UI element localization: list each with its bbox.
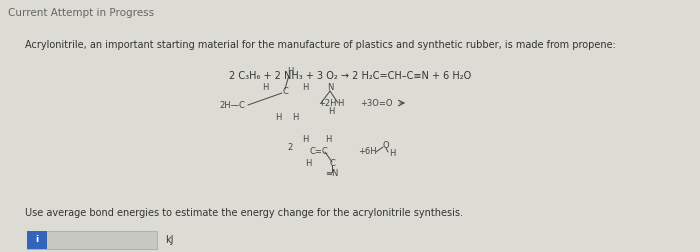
Text: +2H: +2H — [318, 99, 337, 108]
Text: 2 C₃H₆ + 2 NH₃ + 3 O₂ → 2 H₂C=CH–C≡N + 6 H₂O: 2 C₃H₆ + 2 NH₃ + 3 O₂ → 2 H₂C=CH–C≡N + 6… — [229, 71, 471, 81]
Text: H: H — [275, 113, 281, 122]
Text: H: H — [302, 83, 308, 92]
Text: H: H — [328, 108, 334, 116]
Text: 2H—C: 2H—C — [219, 101, 245, 110]
Text: kJ: kJ — [165, 235, 174, 245]
Text: +3O=O: +3O=O — [360, 99, 393, 108]
Text: +6H: +6H — [358, 147, 377, 156]
Bar — [27, 231, 47, 249]
Text: H: H — [337, 99, 343, 108]
Text: H: H — [325, 136, 331, 144]
Text: H: H — [262, 83, 268, 92]
Text: Use average bond energies to estimate the energy change for the acrylonitrile sy: Use average bond energies to estimate th… — [25, 208, 463, 218]
Text: ≡N: ≡N — [326, 170, 339, 178]
Text: Current Attempt in Progress: Current Attempt in Progress — [8, 8, 155, 18]
Text: C: C — [282, 87, 288, 97]
Text: O: O — [383, 141, 389, 149]
Text: H: H — [302, 136, 308, 144]
Text: H: H — [389, 148, 396, 158]
Bar — [27, 231, 157, 249]
Text: C: C — [329, 159, 335, 168]
Text: Acrylonitrile, an important starting material for the manufacture of plastics an: Acrylonitrile, an important starting mat… — [25, 40, 616, 50]
Text: H: H — [287, 68, 293, 77]
Text: C=C: C=C — [310, 147, 329, 156]
Text: i: i — [36, 236, 38, 244]
Text: 2: 2 — [288, 143, 293, 152]
Text: N: N — [327, 83, 333, 92]
Text: H: H — [304, 159, 312, 168]
Text: H: H — [292, 113, 298, 122]
